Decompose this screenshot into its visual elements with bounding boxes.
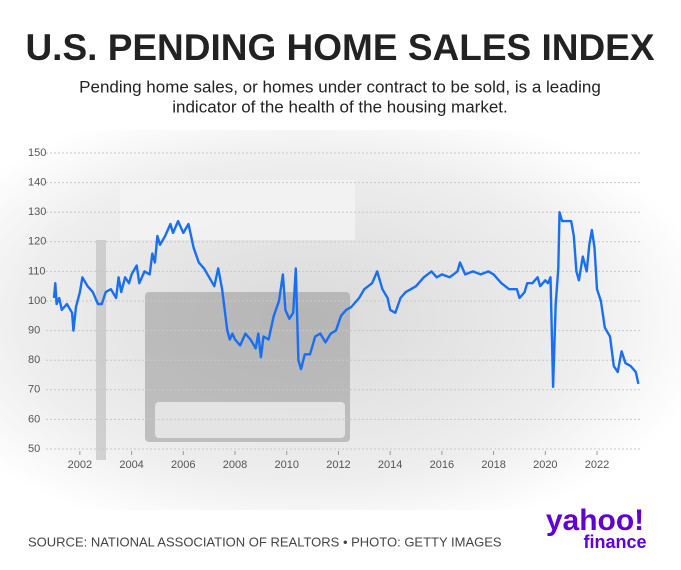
- chart-subtitle: indicator of the health of the housing m…: [172, 97, 507, 116]
- x-tick-label: 2002: [68, 459, 92, 471]
- photo-sign: [155, 402, 345, 438]
- x-tick-label: 2006: [171, 459, 195, 471]
- y-tick-label: 50: [28, 443, 40, 455]
- y-tick-label: 90: [28, 325, 40, 337]
- data-line: [52, 211, 640, 388]
- x-tick-label: 2008: [223, 459, 247, 471]
- photo-post: [96, 240, 106, 460]
- x-tick-label: 2004: [119, 459, 143, 471]
- x-tick-label: 2012: [326, 459, 350, 471]
- x-tick-label: 2010: [274, 459, 298, 471]
- y-tick-label: 110: [28, 265, 46, 277]
- y-tick-label: 120: [28, 236, 46, 248]
- x-tick-label: 2016: [430, 459, 454, 471]
- y-tick-label: 80: [28, 354, 40, 366]
- y-tick-label: 150: [28, 147, 46, 159]
- x-tick-label: 2020: [533, 459, 557, 471]
- y-tick-label: 130: [28, 206, 46, 218]
- source: SOURCE: NATIONAL ASSOCIATION OF REALTORS…: [28, 534, 502, 549]
- x-tick-label: 2022: [585, 459, 609, 471]
- x-tick-label: 2018: [481, 459, 505, 471]
- logo: yahoo!: [546, 504, 644, 537]
- photo-sign: [120, 180, 355, 240]
- chart-subtitle: Pending home sales, or homes under contr…: [79, 77, 601, 96]
- chart-title: U.S. PENDING HOME SALES INDEX: [25, 27, 654, 68]
- y-tick-label: 140: [28, 177, 46, 189]
- x-tick-label: 2014: [378, 459, 402, 471]
- logo: finance: [583, 532, 646, 552]
- y-tick-label: 100: [28, 295, 46, 307]
- y-tick-label: 70: [28, 384, 40, 396]
- y-tick-label: 60: [28, 413, 40, 425]
